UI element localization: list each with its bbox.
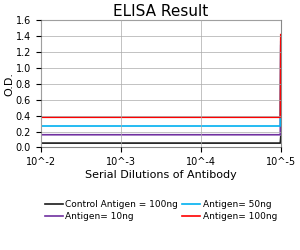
Line: Antigen= 10ng: Antigen= 10ng <box>41 46 281 135</box>
Antigen= 50ng <box>153 124 157 128</box>
Y-axis label: O.D.: O.D. <box>4 72 14 96</box>
Control Antigen = 100ng <box>182 142 185 144</box>
X-axis label: Serial Dilutions of Antibody: Serial Dilutions of Antibody <box>85 170 237 180</box>
Antigen= 10ng <box>182 133 185 136</box>
Antigen= 10ng <box>153 133 157 136</box>
Antigen= 100ng <box>39 116 43 119</box>
Legend: Control Antigen = 100ng, Antigen= 10ng, Antigen= 50ng, Antigen= 100ng: Control Antigen = 100ng, Antigen= 10ng, … <box>44 200 277 221</box>
Antigen= 10ng <box>279 44 283 47</box>
Antigen= 100ng <box>182 116 185 119</box>
Antigen= 50ng <box>236 124 239 128</box>
Antigen= 50ng <box>182 124 185 128</box>
Antigen= 100ng <box>273 116 277 119</box>
Control Antigen = 100ng <box>154 142 158 144</box>
Antigen= 100ng <box>153 116 157 119</box>
Antigen= 10ng <box>39 133 43 136</box>
Control Antigen = 100ng <box>273 142 277 144</box>
Antigen= 50ng <box>154 124 158 128</box>
Control Antigen = 100ng <box>169 142 172 144</box>
Antigen= 10ng <box>236 133 239 136</box>
Control Antigen = 100ng <box>279 135 283 138</box>
Title: ELISA Result: ELISA Result <box>113 4 208 19</box>
Line: Antigen= 100ng: Antigen= 100ng <box>41 35 281 117</box>
Antigen= 100ng <box>169 116 172 119</box>
Control Antigen = 100ng <box>153 142 157 144</box>
Line: Control Antigen = 100ng: Control Antigen = 100ng <box>41 136 281 143</box>
Antigen= 100ng <box>236 116 239 119</box>
Antigen= 10ng <box>273 133 277 136</box>
Control Antigen = 100ng <box>39 142 43 144</box>
Antigen= 100ng <box>154 116 158 119</box>
Control Antigen = 100ng <box>236 142 239 144</box>
Antigen= 50ng <box>39 124 43 128</box>
Antigen= 10ng <box>154 133 158 136</box>
Antigen= 50ng <box>169 124 172 128</box>
Antigen= 10ng <box>169 133 172 136</box>
Antigen= 100ng <box>279 33 283 36</box>
Antigen= 50ng <box>273 124 277 128</box>
Antigen= 50ng <box>279 40 283 43</box>
Line: Antigen= 50ng: Antigen= 50ng <box>41 42 281 126</box>
